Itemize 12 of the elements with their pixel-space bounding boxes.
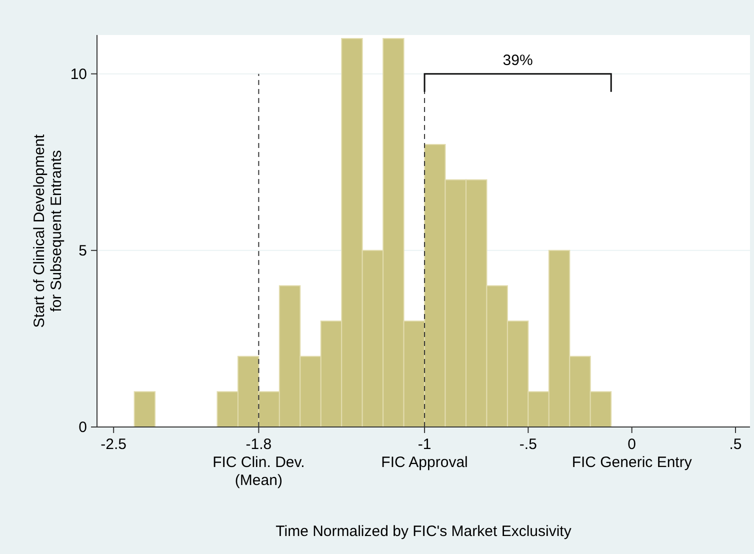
y-tick-label: 5 (78, 242, 87, 260)
x-tick-label: -.5 (519, 436, 537, 453)
x-axis-title: Time Normalized by FIC's Market Exclusivity (276, 523, 572, 540)
x-tick-label: -1 FIC Approval (381, 436, 468, 471)
x-tick-label: -2.5 (100, 436, 127, 453)
x-tick-label: 0 FIC Generic Entry (572, 436, 692, 471)
x-tick-label: .5 (729, 436, 742, 453)
x-tick-label: -1.8 FIC Clin. Dev. (Mean) (212, 436, 305, 489)
annotation: 39% (502, 52, 533, 69)
y-axis-title: Start of Clinical Development for Subsequent Entrants (31, 133, 65, 328)
y-tick-label: 10 (70, 66, 87, 83)
y-tick-label: 0 (78, 419, 87, 436)
